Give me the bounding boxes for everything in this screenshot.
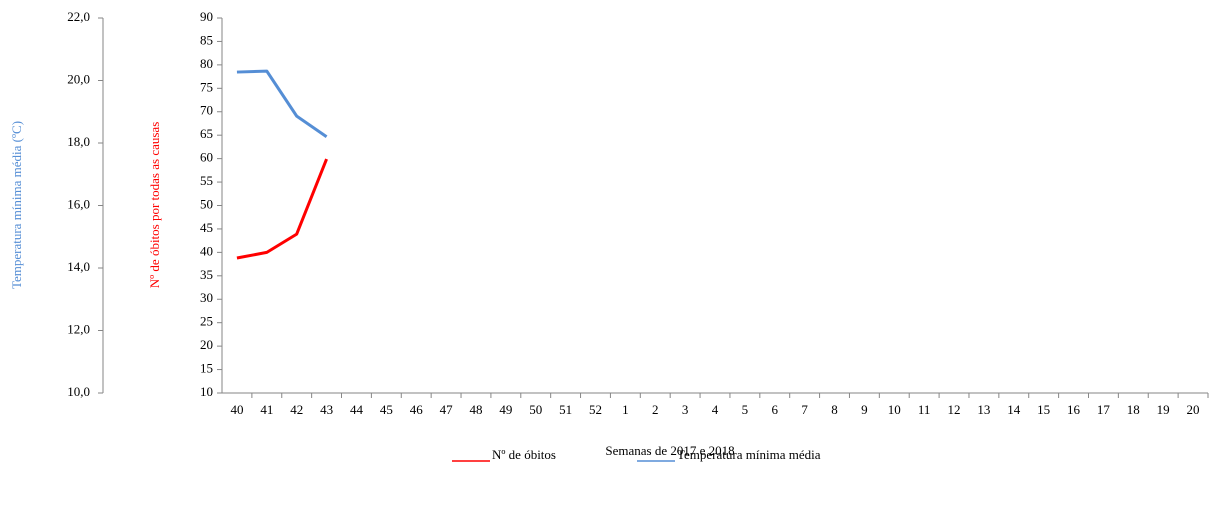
x-tick-label: 51 [559, 402, 572, 417]
x-tick-label: 45 [380, 402, 393, 417]
x-tick-label: 6 [772, 402, 779, 417]
x-tick-label: 8 [831, 402, 838, 417]
y2-tick-label: 22,0 [67, 9, 90, 24]
y-tick-label: 60 [200, 150, 213, 165]
x-tick-label: 7 [801, 402, 808, 417]
y2-tick-label: 12,0 [67, 321, 90, 336]
y2-tick-label: 20,0 [67, 71, 90, 86]
y-tick-label: 10 [200, 384, 213, 399]
y-tick-label: 45 [200, 220, 213, 235]
y2-tick-label: 10,0 [67, 384, 90, 399]
legend-label: Temperatura mínima média [677, 447, 821, 462]
x-tick-label: 47 [440, 402, 454, 417]
y-tick-label: 65 [200, 126, 213, 141]
series-line [236, 158, 328, 260]
x-tick-label: 48 [469, 402, 482, 417]
x-tick-label: 50 [529, 402, 542, 417]
y2-tick-label: 18,0 [67, 134, 90, 149]
y2-tick-label: 14,0 [67, 259, 90, 274]
x-tick-label: 49 [499, 402, 512, 417]
x-tick-label: 10 [888, 402, 901, 417]
x-tick-label: 20 [1187, 402, 1200, 417]
y-tick-label: 80 [200, 56, 213, 71]
x-tick-label: 44 [350, 402, 364, 417]
x-tick-label: 52 [589, 402, 602, 417]
x-tick-label: 42 [290, 402, 303, 417]
x-tick-label: 12 [948, 402, 961, 417]
x-tick-label: 14 [1007, 402, 1021, 417]
y2-tick-label: 16,0 [67, 196, 90, 211]
legend-label: Nº de óbitos [492, 447, 556, 462]
y-tick-label: 35 [200, 267, 213, 282]
x-tick-label: 17 [1097, 402, 1111, 417]
x-tick-label: 1 [622, 402, 629, 417]
x-tick-label: 11 [918, 402, 931, 417]
x-tick-label: 19 [1157, 402, 1170, 417]
y-tick-label: 25 [200, 314, 213, 329]
y-tick-label: 15 [200, 361, 213, 376]
y-tick-label: 90 [200, 9, 213, 24]
y-tick-label: 30 [200, 290, 213, 305]
y-tick-label: 40 [200, 243, 213, 258]
x-tick-label: 15 [1037, 402, 1050, 417]
series-line [236, 69, 328, 138]
x-tick-label: 9 [861, 402, 868, 417]
y-tick-label: 85 [200, 32, 213, 47]
x-tick-label: 2 [652, 402, 659, 417]
x-tick-label: 16 [1067, 402, 1081, 417]
x-tick-label: 4 [712, 402, 719, 417]
y-tick-label: 55 [200, 173, 213, 188]
x-tick-label: 41 [260, 402, 273, 417]
x-tick-label: 3 [682, 402, 689, 417]
y-axis-label: Nº de óbitos por todas as causas [147, 122, 162, 289]
x-axis-label: Semanas de 2017 e 2018 [605, 443, 734, 458]
y2-axis-label: Temperatura mínima média (ºC) [9, 121, 24, 289]
x-tick-label: 5 [742, 402, 749, 417]
x-tick-label: 13 [977, 402, 990, 417]
y-tick-label: 75 [200, 79, 213, 94]
y-tick-label: 70 [200, 103, 213, 118]
x-tick-label: 43 [320, 402, 333, 417]
x-tick-label: 40 [230, 402, 243, 417]
x-tick-label: 46 [410, 402, 424, 417]
y-tick-label: 20 [200, 337, 213, 352]
x-tick-label: 18 [1127, 402, 1140, 417]
y-tick-label: 50 [200, 196, 213, 211]
